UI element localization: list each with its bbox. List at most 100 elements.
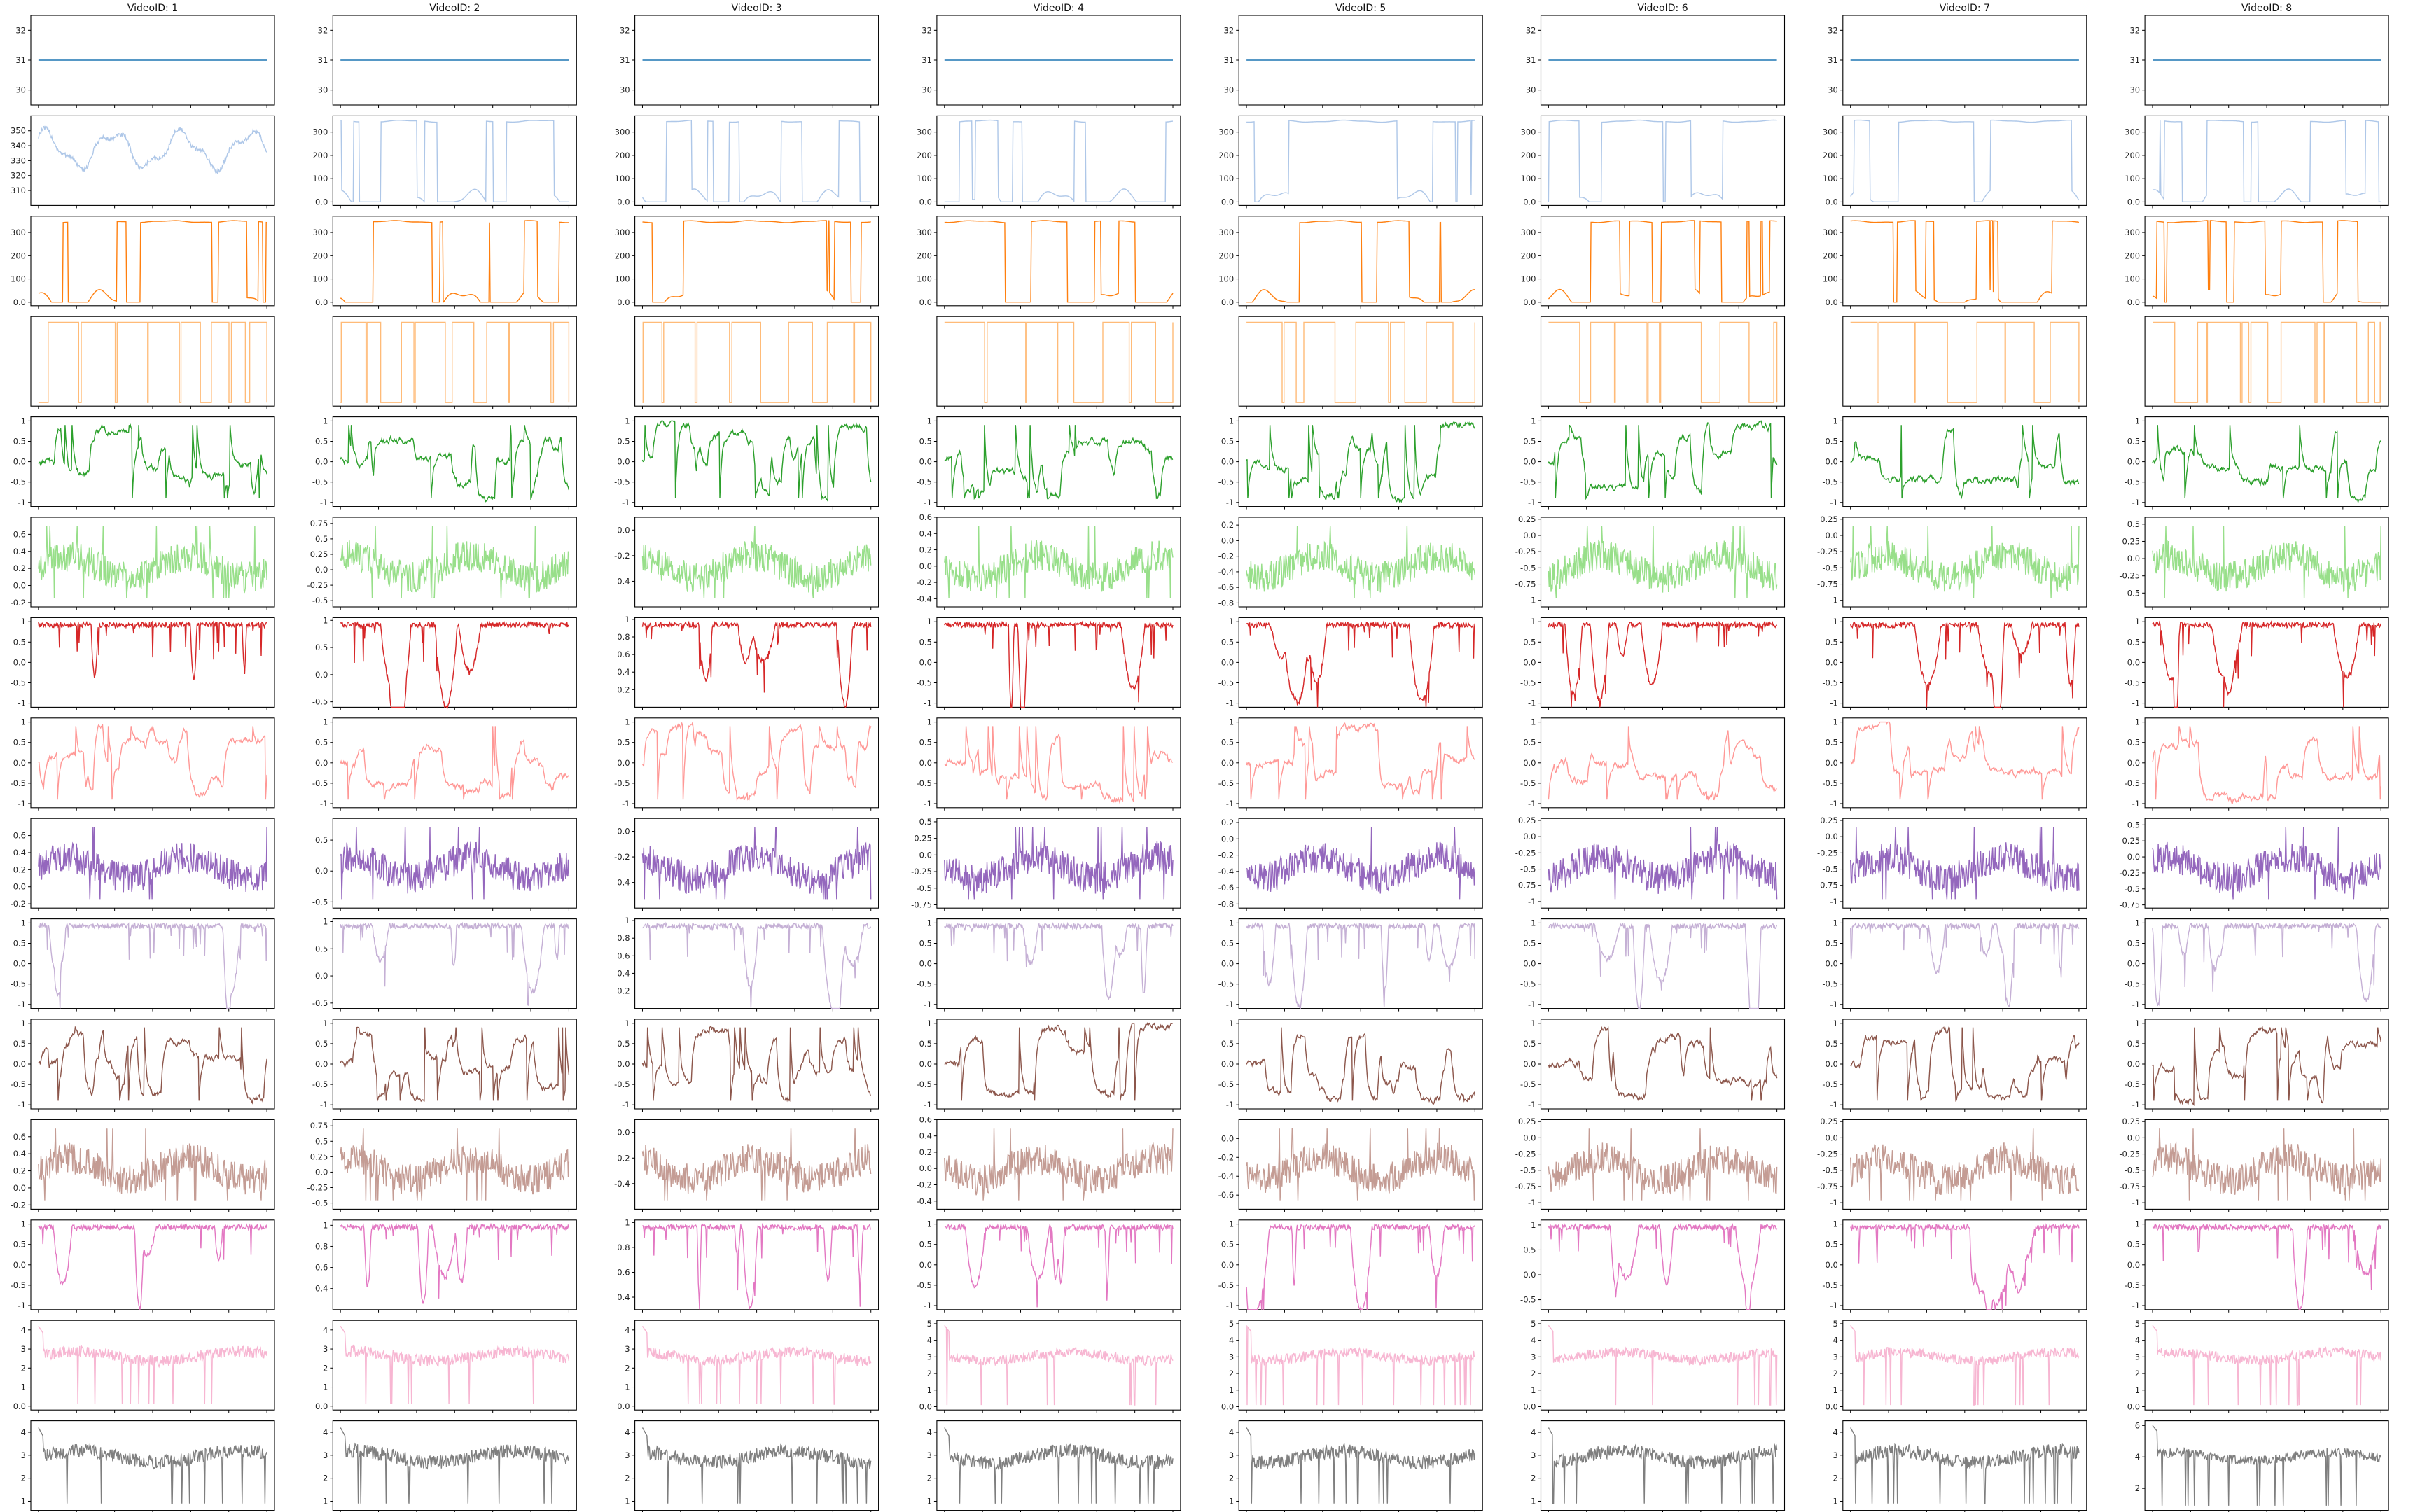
y-tick-label: -0.5 <box>614 1079 630 1089</box>
y-tick-label: 4 <box>1229 1336 1234 1345</box>
y-tick-label: 0.0 <box>1826 1260 1838 1270</box>
panel-HM_X-video-5: 0.0 100 200 300 <box>1218 115 1483 209</box>
panel-frame <box>936 216 1181 307</box>
panel-LEM_Y-video-3: -0.4 -0.2 0.0 <box>614 818 879 911</box>
y-tick-label: 0.0 <box>1523 298 1536 307</box>
panel-REM_Y-video-7: -1 -0.75 -0.5 -0.25 0.0 0.25 <box>1817 1116 2087 1212</box>
series-line-LEM_Y <box>1246 827 1475 899</box>
panel-EM_Y-video-5: -0.8 -0.6 -0.4 -0.2 0.0 0.2 <box>1218 517 1483 610</box>
y-tick-label: 200 <box>2125 251 2140 260</box>
y-tick-label: 3 <box>1229 1450 1234 1460</box>
y-tick-label: 0.0 <box>1221 1260 1234 1270</box>
series-line-HM_Z <box>642 321 872 403</box>
y-tick-label: 0.0 <box>315 1167 328 1177</box>
y-tick-label: 0.0 <box>1826 1059 1838 1069</box>
y-tick-label: -1 <box>924 1100 931 1110</box>
y-tick-label: -0.5 <box>1822 563 1837 573</box>
y-tick-label: 310 <box>11 186 26 195</box>
y-tick-label: 1 <box>1229 718 1234 727</box>
y-tick-label: 0.0 <box>315 298 328 307</box>
y-tick-label: 0.25 <box>1518 816 1536 825</box>
y-tick-label: 300 <box>917 127 932 137</box>
panel-REM_Z-video-5: -1 -0.5 0.0 0.5 1 <box>1218 1219 1483 1312</box>
y-tick-label: 0.4 <box>617 1292 630 1302</box>
series-line-EM_X <box>340 425 570 503</box>
y-tick-label: -1 <box>2132 1198 2140 1208</box>
y-tick-label: -0.5 <box>916 979 931 989</box>
panel-frame <box>332 216 577 307</box>
y-tick-label: -0.5 <box>916 477 931 487</box>
panel-frame <box>30 1219 275 1310</box>
y-tick-label: 1 <box>323 615 328 625</box>
y-tick-label: 0.25 <box>1820 816 1838 825</box>
y-tick-label: 5 <box>1833 1319 1837 1329</box>
series-line-EM_X <box>1246 421 1475 503</box>
panel-HM_Z-video-3 <box>634 316 879 410</box>
y-tick-label: 1 <box>1531 1018 1536 1028</box>
series-line-REM_Z <box>1850 1222 2080 1310</box>
panel-frame <box>1238 718 1483 808</box>
y-tick-label: 0.0 <box>919 850 932 860</box>
y-tick-label: 2 <box>1531 1474 1536 1483</box>
y-tick-label: -1 <box>18 1000 26 1009</box>
y-tick-label: 0.8 <box>617 632 630 642</box>
panel-LPD_PD-video-4: 0.0 1 2 3 4 5 <box>919 1319 1181 1413</box>
y-tick-label: 0.2 <box>919 545 932 555</box>
y-tick-label: 0.0 <box>1221 1133 1234 1143</box>
y-tick-label: 0.5 <box>1523 1245 1536 1254</box>
y-tick-label: 1 <box>21 1219 26 1229</box>
panel-LEM_Y-video-4: -0.75 -0.5 -0.25 0.0 0.25 0.5 <box>911 817 1181 911</box>
panel-frame <box>332 316 577 407</box>
panel-RPD_PD-video-6: 12340102030405060TimeStamp <box>1531 1420 1786 1512</box>
y-tick-label: 0.2 <box>13 564 26 573</box>
y-tick-label: 0.5 <box>1826 637 1838 647</box>
y-tick-label: 0.4 <box>13 547 26 556</box>
y-tick-label: 200 <box>615 251 630 260</box>
y-tick-label: -0.5 <box>1218 1280 1234 1290</box>
y-tick-label: -0.5 <box>2125 588 2140 598</box>
y-tick-label: 100 <box>917 174 932 183</box>
y-tick-label: 1 <box>1229 1496 1234 1506</box>
y-tick-label: 0.0 <box>1221 959 1234 969</box>
y-tick-label: 100 <box>615 174 630 183</box>
y-tick-label: -0.5 <box>1822 778 1837 788</box>
panel-frame <box>1842 115 2087 206</box>
y-tick-label: 0.5 <box>1221 939 1234 948</box>
y-tick-label: 32 <box>15 25 26 35</box>
y-tick-label: 100 <box>1823 174 1838 183</box>
series-line-LEM_Z <box>944 921 1174 1000</box>
y-tick-label: 4 <box>927 1427 932 1437</box>
y-tick-label: 200 <box>1823 150 1838 160</box>
y-tick-label: 0.0 <box>919 1059 932 1069</box>
y-tick-label: 330 <box>11 155 26 165</box>
y-tick-label: 200 <box>1521 150 1536 160</box>
panel-EM_Y-video-8: -0.5 -0.25 0.0 0.25 0.5 <box>2119 517 2389 610</box>
panel-EM_Y-video-1: -0.20.00.20.40.6EM_Y <box>11 517 275 610</box>
y-tick-label: 3 <box>927 1450 932 1460</box>
y-tick-label: 0.25 <box>310 550 328 559</box>
y-tick-label: -0.25 <box>307 1183 328 1193</box>
panel-EM_Y-video-7: -1 -0.75 -0.5 -0.25 0.0 0.25 <box>1817 514 2087 610</box>
series-line-LEM_Z <box>1850 921 2080 1007</box>
panel-RPD_PD-video-7: 12340102030405060TimeStamp <box>1833 1420 2087 1512</box>
y-tick-label: 0.75 <box>310 1121 328 1130</box>
y-tick-label: 3 <box>2135 1352 2140 1362</box>
panel-LEM_Z-video-3: 0.2 0.4 0.6 0.8 1 <box>617 916 879 1011</box>
y-tick-label: 1 <box>323 1018 328 1028</box>
y-tick-label: 32 <box>318 25 328 35</box>
panel-frame <box>2144 1219 2389 1310</box>
y-tick-label: 0.5 <box>1826 437 1838 447</box>
y-tick-label: 100 <box>11 274 26 284</box>
y-tick-label: 0.0 <box>617 1128 630 1138</box>
panel-LEM_X-video-3: -1 -0.5 0.0 0.5 1 <box>614 718 879 811</box>
y-tick-label: 1 <box>927 1018 932 1028</box>
y-tick-label: 1 <box>21 718 26 727</box>
y-tick-label: 1 <box>21 918 26 927</box>
panel-frame <box>332 718 577 808</box>
panel-EM_Z-video-1: -1-0.50.00.51EM_Z <box>11 617 275 710</box>
series-line-RPD_PD <box>1246 1427 1475 1504</box>
y-tick-label: 0.5 <box>1523 637 1536 647</box>
series-line-HM_X <box>1548 119 1777 202</box>
panel-EM_Y-video-4: -0.4 -0.2 0.0 0.2 0.4 0.6 <box>916 512 1181 610</box>
y-tick-label: 0.0 <box>617 826 630 836</box>
